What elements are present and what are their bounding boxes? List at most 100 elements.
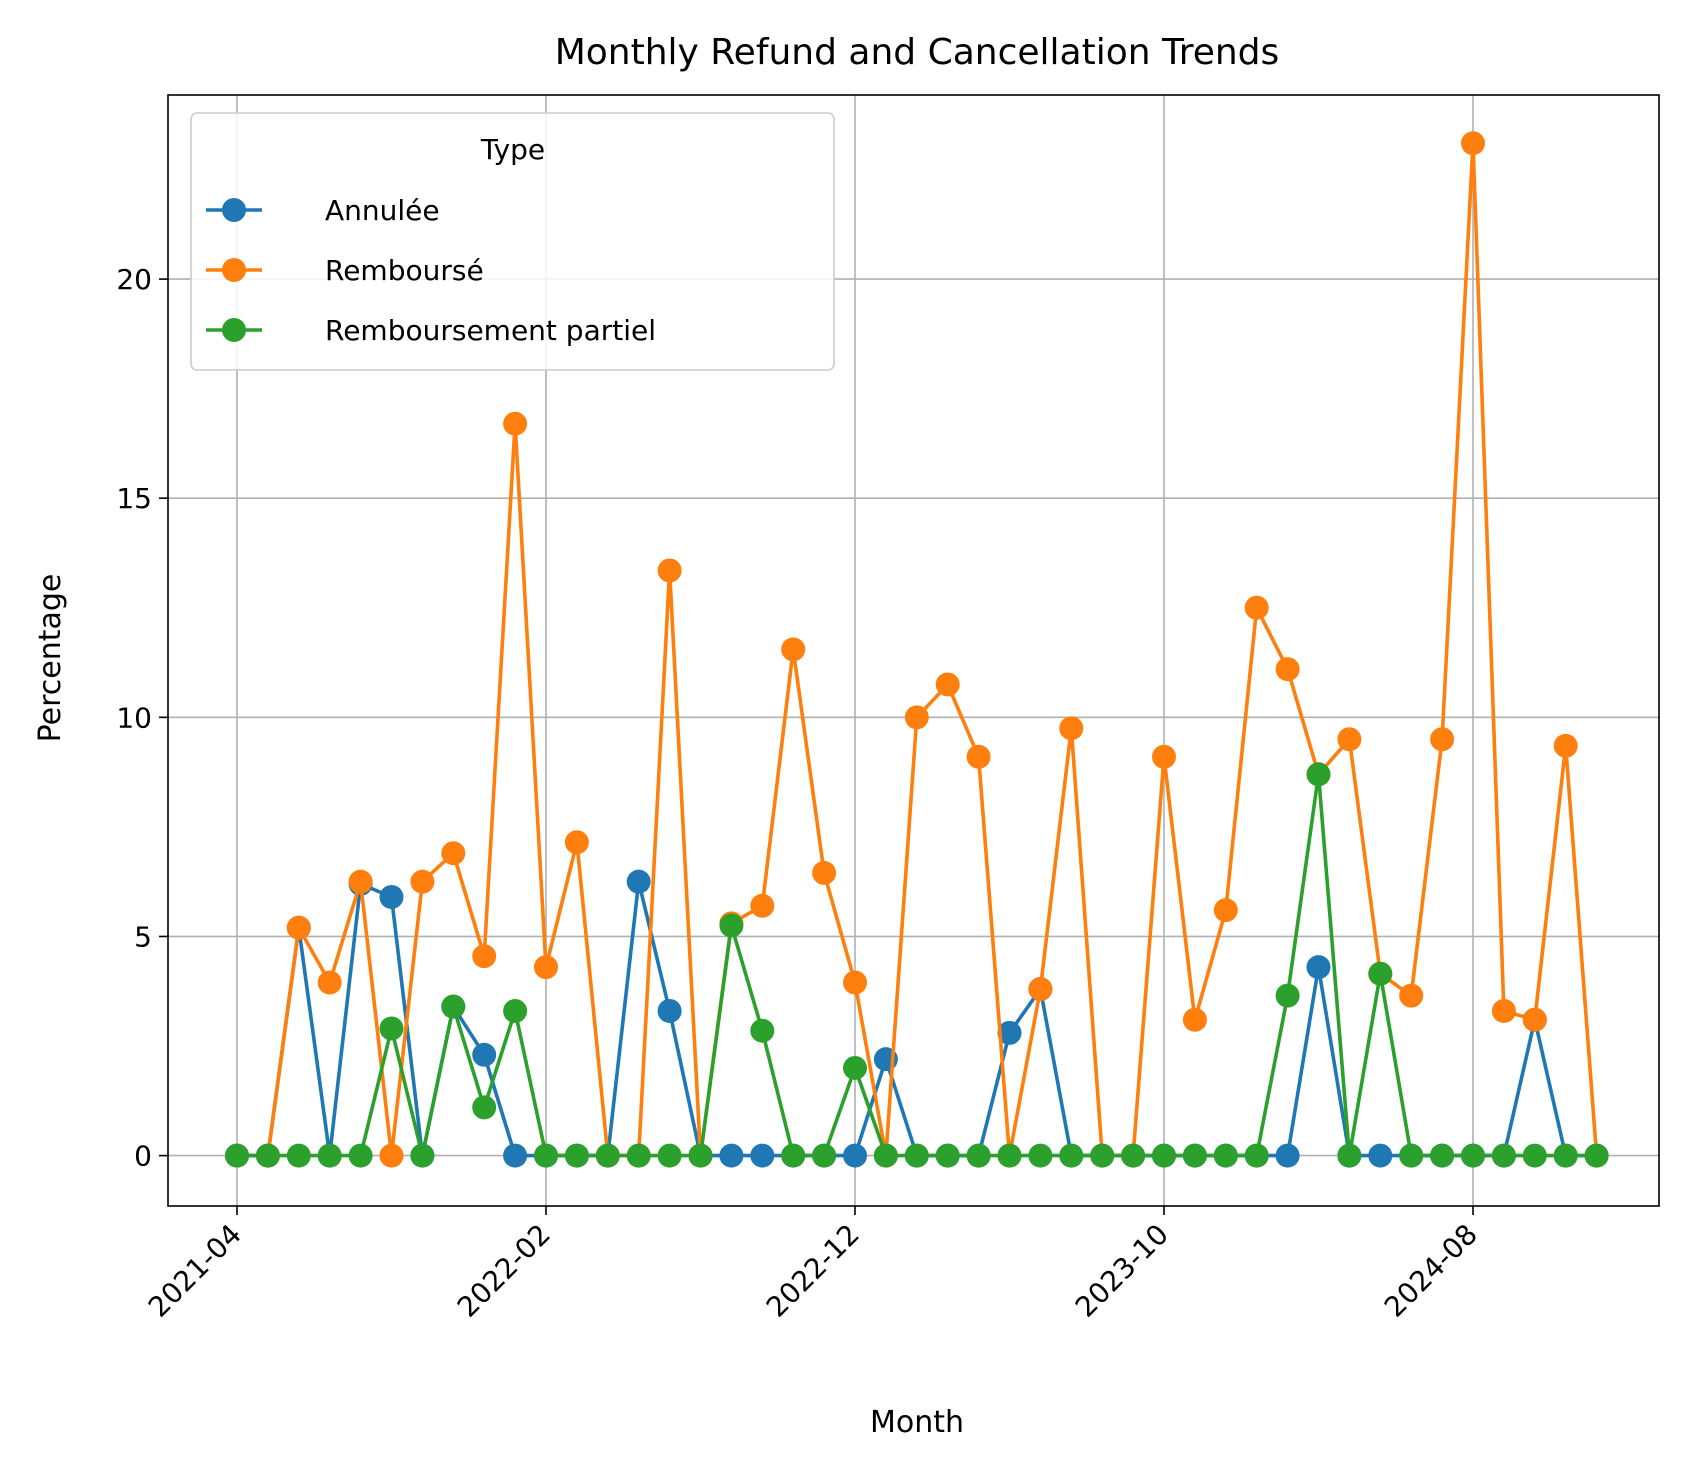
y-axis-label: Percentage: [33, 574, 68, 743]
x-axis-label: Month: [870, 1405, 964, 1440]
data-point: [1337, 727, 1362, 752]
data-point: [534, 955, 558, 980]
data-point: [379, 885, 404, 910]
data-point: [904, 705, 929, 730]
data-point: [966, 744, 991, 769]
legend-entry: Annulée: [206, 194, 440, 227]
data-point: [1491, 1143, 1516, 1168]
data-point: [1306, 955, 1331, 980]
data-point: [966, 1143, 991, 1168]
data-point: [935, 672, 960, 697]
data-point: [1461, 1143, 1485, 1168]
data-point: [657, 998, 682, 1023]
data-point: [564, 830, 589, 855]
data-point: [781, 637, 806, 662]
data-point: [997, 1143, 1022, 1168]
data-point: [1553, 733, 1578, 758]
data-point: [1553, 1143, 1578, 1168]
data-point: [812, 860, 837, 885]
data-point: [1430, 727, 1455, 752]
data-point: [1399, 983, 1424, 1008]
data-point: [564, 1143, 589, 1168]
data-point: [379, 1016, 404, 1041]
data-point: [472, 944, 497, 969]
series-layer: [225, 131, 1609, 1168]
data-point: [1244, 595, 1269, 620]
y-tick-label: 15: [116, 482, 152, 515]
legend: Type Annulée Remboursé Remboursement parti…: [190, 112, 835, 371]
data-point: [1213, 1143, 1238, 1168]
data-point: [657, 1143, 682, 1168]
data-point: [348, 869, 373, 894]
data-point: [1522, 1007, 1547, 1032]
data-point: [503, 1143, 528, 1168]
data-point: [317, 970, 342, 995]
data-point: [1522, 1143, 1547, 1168]
data-point: [626, 869, 651, 894]
data-point: [935, 1143, 960, 1168]
legend-label: Remboursé: [325, 254, 484, 287]
data-point: [472, 1095, 497, 1120]
data-point: [1244, 1143, 1269, 1168]
data-point: [1213, 898, 1238, 923]
data-point: [441, 841, 466, 866]
data-point: [1090, 1143, 1115, 1168]
data-point: [750, 1143, 775, 1168]
data-point: [534, 1143, 558, 1168]
data-point: [1059, 716, 1084, 741]
data-point: [750, 1018, 775, 1043]
y-tick-label: 10: [116, 701, 152, 734]
data-point: [873, 1143, 898, 1168]
data-point: [1430, 1143, 1455, 1168]
data-point: [595, 1143, 620, 1168]
y-tick-label: 0: [134, 1140, 152, 1173]
data-point: [286, 915, 311, 940]
legend-marker: [222, 198, 246, 222]
data-point: [1028, 977, 1053, 1002]
data-point: [1368, 961, 1393, 986]
data-point: [904, 1143, 929, 1168]
data-point: [997, 1020, 1022, 1045]
data-point: [410, 1143, 435, 1168]
series-2: [225, 762, 1609, 1168]
data-point: [1461, 131, 1485, 156]
data-point: [255, 1143, 280, 1168]
data-point: [1399, 1143, 1424, 1168]
legend-marker: [222, 318, 246, 342]
data-point: [1182, 1007, 1207, 1032]
data-point: [472, 1042, 497, 1067]
legend-title: Type: [480, 133, 545, 166]
data-point: [1028, 1143, 1053, 1168]
data-point: [1059, 1143, 1084, 1168]
legend-box: [190, 112, 835, 371]
data-point: [1275, 1143, 1300, 1168]
data-point: [503, 998, 528, 1023]
legend-label: Annulée: [325, 194, 440, 227]
data-point: [410, 869, 435, 894]
chart-title: Monthly Refund and Cancellation Trends: [555, 32, 1280, 73]
data-point: [1275, 983, 1300, 1008]
data-point: [1152, 1143, 1176, 1168]
data-point: [379, 1143, 404, 1168]
legend-entries: Annulée Remboursé Remboursement partiel: [206, 194, 656, 347]
data-point: [781, 1143, 806, 1168]
data-point: [843, 970, 867, 995]
data-point: [286, 1143, 311, 1168]
data-point: [1337, 1143, 1362, 1168]
data-point: [719, 1143, 744, 1168]
data-point: [1121, 1143, 1146, 1168]
data-point: [626, 1143, 651, 1168]
data-point: [348, 1143, 373, 1168]
data-point: [317, 1143, 342, 1168]
data-point: [843, 1143, 867, 1168]
data-point: [1152, 744, 1176, 769]
data-point: [503, 411, 528, 436]
plot-frame: [167, 94, 1660, 1207]
data-point: [750, 893, 775, 918]
data-point: [657, 558, 682, 583]
legend-marker: [222, 258, 246, 282]
data-point: [1368, 1143, 1393, 1168]
data-point: [812, 1143, 837, 1168]
legend-entry: Remboursé: [206, 254, 484, 287]
